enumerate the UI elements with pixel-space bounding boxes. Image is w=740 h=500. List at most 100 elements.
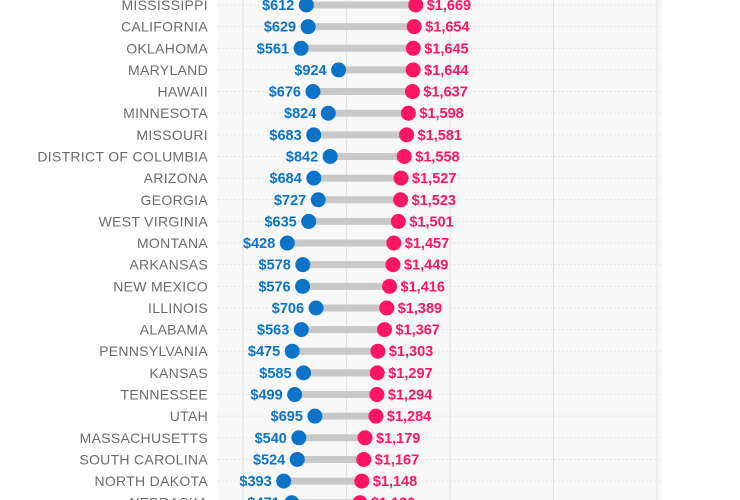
category-label: CALIFORNIA xyxy=(121,19,208,35)
low-value-dot xyxy=(331,62,347,78)
high-value-dot xyxy=(370,343,386,359)
low-value-dot xyxy=(279,235,295,251)
high-value-label: $1,167 xyxy=(375,452,419,468)
low-value-dot xyxy=(307,408,323,424)
row: HAWAII $676 $1,637 xyxy=(157,84,467,101)
row: NEW MEXICO $576 $1,416 xyxy=(113,278,445,295)
category-label: PENNSYLVANIA xyxy=(99,343,208,359)
low-value-dot xyxy=(293,40,309,56)
row: ILLINOIS $706 $1,389 xyxy=(148,300,442,317)
category-label: MISSISSIPPI xyxy=(121,0,208,13)
high-value-label: $1,148 xyxy=(373,474,417,490)
low-value-dot xyxy=(293,322,309,338)
high-value-label: $1,297 xyxy=(388,366,432,382)
category-label: OKLAHOMA xyxy=(126,40,208,56)
row: PENNSYLVANIA $475 $1,303 xyxy=(99,343,433,360)
high-value-label: $1,367 xyxy=(395,323,439,339)
row: MINNESOTA $824 $1,598 xyxy=(123,105,464,122)
category-label: ARIZONA xyxy=(144,170,209,186)
high-value-label: $1,654 xyxy=(425,20,469,36)
category-label: HAWAII xyxy=(157,84,208,100)
high-value-dot xyxy=(393,192,409,208)
high-value-label: $1,581 xyxy=(418,128,462,144)
row: NORTH DAKOTA $393 $1,148 xyxy=(94,473,417,490)
category-label: KANSAS xyxy=(149,365,208,381)
high-value-dot xyxy=(390,213,406,229)
high-value-label: $1,669 xyxy=(427,0,471,14)
category-label: NEW MEXICO xyxy=(113,278,208,294)
low-value-dot xyxy=(284,495,299,500)
category-label: UTAH xyxy=(170,408,208,424)
low-value-label: $695 xyxy=(271,409,303,425)
low-value-dot xyxy=(306,170,322,186)
row: ARKANSAS $578 $1,449 xyxy=(129,257,448,274)
low-value-label: $629 xyxy=(264,20,296,36)
high-value-dot xyxy=(400,105,416,121)
low-value-dot xyxy=(287,387,303,403)
low-value-label: $563 xyxy=(257,323,289,339)
low-value-dot xyxy=(308,300,324,316)
category-label: NEBRASKA xyxy=(129,495,208,500)
high-value-label: $1,558 xyxy=(415,149,459,165)
plot-background xyxy=(218,0,662,500)
row: DISTRICT OF COLUMBIA $842 $1,558 xyxy=(37,148,459,165)
low-value-dot xyxy=(291,430,307,446)
category-label: MISSOURI xyxy=(136,127,208,143)
high-value-dot xyxy=(404,84,420,100)
row: KANSAS $585 $1,297 xyxy=(149,365,432,382)
high-value-dot xyxy=(357,430,373,446)
high-value-label: $1,179 xyxy=(376,431,420,447)
high-value-dot xyxy=(354,473,370,489)
category-label: MINNESOTA xyxy=(123,105,208,121)
row: MISSOURI $683 $1,581 xyxy=(136,127,462,144)
low-value-dot xyxy=(276,473,292,489)
low-value-label: $393 xyxy=(239,474,271,490)
rows: MISSISSIPPI $612 $1,669 CALIFORNIA $629 $1,65… xyxy=(37,0,471,500)
low-value-label: $524 xyxy=(253,452,285,468)
category-label: MONTANA xyxy=(137,235,208,251)
high-value-label: $1,644 xyxy=(424,63,468,79)
low-value-label: $585 xyxy=(259,366,291,382)
low-value-label: $561 xyxy=(257,41,289,57)
high-value-label: $1,449 xyxy=(404,258,448,274)
low-value-label: $576 xyxy=(258,279,290,295)
row: GEORGIA $727 $1,523 xyxy=(141,192,456,209)
low-value-label: $684 xyxy=(270,171,302,187)
category-label: ALABAMA xyxy=(140,322,209,338)
low-value-label: $499 xyxy=(250,388,282,404)
category-label: WEST VIRGINIA xyxy=(99,213,209,229)
low-value-dot xyxy=(284,343,300,359)
category-label: MARYLAND xyxy=(128,62,208,78)
high-value-label: $1,284 xyxy=(387,409,431,425)
high-value-dot xyxy=(369,387,385,403)
low-value-label: $635 xyxy=(264,214,296,230)
low-value-label: $578 xyxy=(259,258,291,274)
low-value-label: $540 xyxy=(255,431,287,447)
row: SOUTH CAROLINA $524 $1,167 xyxy=(79,451,419,468)
low-value-dot xyxy=(301,213,317,229)
row: NEBRASKA $471 $1,130 xyxy=(129,495,415,500)
category-label: TENNESSEE xyxy=(121,387,209,403)
grid xyxy=(218,0,662,500)
high-value-dot xyxy=(368,408,384,424)
high-value-label: $1,598 xyxy=(419,106,463,122)
low-value-dot xyxy=(296,365,312,381)
high-value-dot xyxy=(386,235,402,251)
high-value-dot xyxy=(406,19,422,35)
category-label: ILLINOIS xyxy=(148,300,208,316)
high-value-label: $1,416 xyxy=(401,279,445,295)
category-label: DISTRICT OF COLUMBIA xyxy=(37,148,208,164)
row: ALABAMA $563 $1,367 xyxy=(140,322,440,339)
high-value-label: $1,645 xyxy=(424,41,468,57)
low-value-dot xyxy=(289,451,305,467)
high-value-label: $1,501 xyxy=(409,214,453,230)
low-value-dot xyxy=(298,0,314,13)
low-value-dot xyxy=(305,84,321,100)
low-value-label: $727 xyxy=(274,193,306,209)
high-value-label: $1,303 xyxy=(389,344,433,360)
category-label: NORTH DAKOTA xyxy=(94,473,208,489)
low-value-label: $924 xyxy=(294,63,326,79)
category-label: MASSACHUSETTS xyxy=(80,430,208,446)
low-value-dot xyxy=(322,148,338,164)
high-value-dot xyxy=(382,278,398,294)
